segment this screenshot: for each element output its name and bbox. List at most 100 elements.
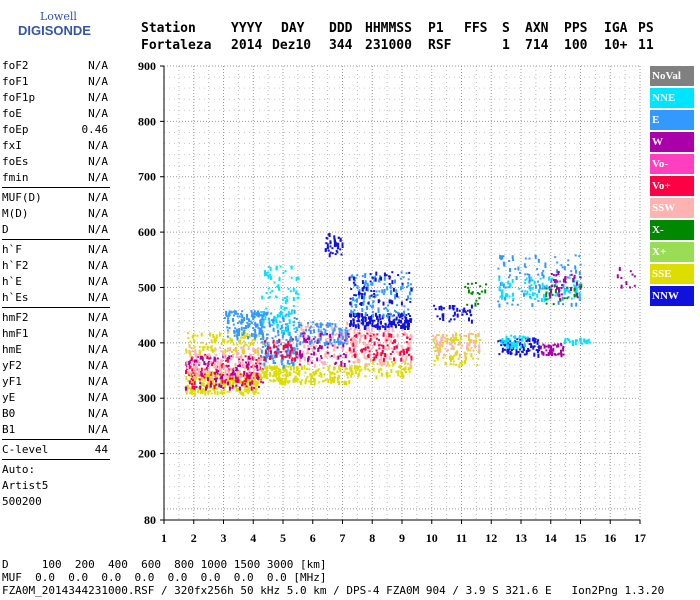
data-point [225,364,228,367]
data-point [578,255,581,258]
data-point [331,380,333,383]
data-point [229,368,232,370]
data-point [373,290,376,293]
data-point [382,357,385,362]
data-point [304,340,307,343]
data-point [280,354,283,357]
header-label: P1 [428,21,444,36]
data-point [232,353,235,358]
data-point [498,303,501,308]
data-point [206,382,209,387]
data-point [353,294,356,297]
data-point [185,349,188,354]
data-point [250,321,253,324]
data-point [277,348,280,351]
param-name: hmE [2,343,22,356]
data-point [567,296,570,298]
header-value: 11 [638,38,654,53]
data-point [386,286,389,291]
data-point [276,324,279,329]
data-point [361,293,364,296]
data-point [410,335,413,338]
data-point [219,346,222,349]
data-point [433,363,436,366]
data-point [558,288,560,293]
data-point [373,341,376,346]
data-point [238,327,241,332]
header-value: 10+ [604,38,628,53]
data-point [258,332,261,335]
data-point [256,314,259,317]
data-point [226,357,229,360]
data-point [327,379,330,383]
data-point [316,369,319,372]
data-point [243,340,246,343]
data-point [236,356,239,359]
data-point [281,378,284,383]
data-point [384,337,387,342]
data-point [407,278,410,281]
data-point [223,389,226,391]
data-point [452,314,455,317]
data-point [201,382,204,386]
data-point [219,391,222,394]
data-point [364,351,367,354]
data-point [464,285,467,288]
data-point [267,349,270,352]
data-point [296,276,299,279]
data-point [253,333,256,336]
data-point [401,317,404,320]
data-point [254,329,257,334]
data-point [276,285,279,288]
data-point [337,242,340,245]
data-point [299,341,302,346]
data-point [404,314,407,317]
data-point [528,343,531,346]
data-point [521,351,524,354]
data-point [566,286,569,289]
data-point [220,372,223,377]
data-point [375,290,378,293]
data-point [244,375,247,378]
data-point [218,365,221,370]
data-point [250,365,253,368]
data-point [329,338,332,343]
param-value: N/A [88,375,108,388]
data-point [452,346,455,349]
data-point [265,338,268,341]
param-value: N/A [88,291,108,304]
data-point [292,305,295,308]
data-point [243,344,245,347]
data-point [326,333,329,335]
x-tick-label: 6 [310,531,316,545]
data-point [571,342,574,346]
data-point [222,365,225,370]
data-point [565,287,568,292]
data-point [391,330,394,333]
data-point [306,361,309,366]
data-point [203,379,206,382]
data-point [395,351,398,354]
data-point [578,271,581,276]
data-point [233,334,236,337]
header-value: 714 [525,38,549,53]
data-point [396,333,399,338]
data-point [261,297,264,300]
data-point [459,336,462,341]
data-point [362,348,365,351]
data-point [265,307,268,310]
data-point [258,312,260,317]
data-point [552,279,555,281]
header-label: S [502,21,510,36]
data-point [373,319,376,322]
data-point [329,371,332,376]
param-row: h`F2 N/A [2,258,110,274]
data-point [366,314,369,317]
data-point [467,289,470,294]
data-point [242,392,245,397]
data-point [189,373,192,378]
data-point [409,363,412,367]
data-point [287,310,290,315]
data-point [524,279,527,281]
data-point [282,272,285,274]
